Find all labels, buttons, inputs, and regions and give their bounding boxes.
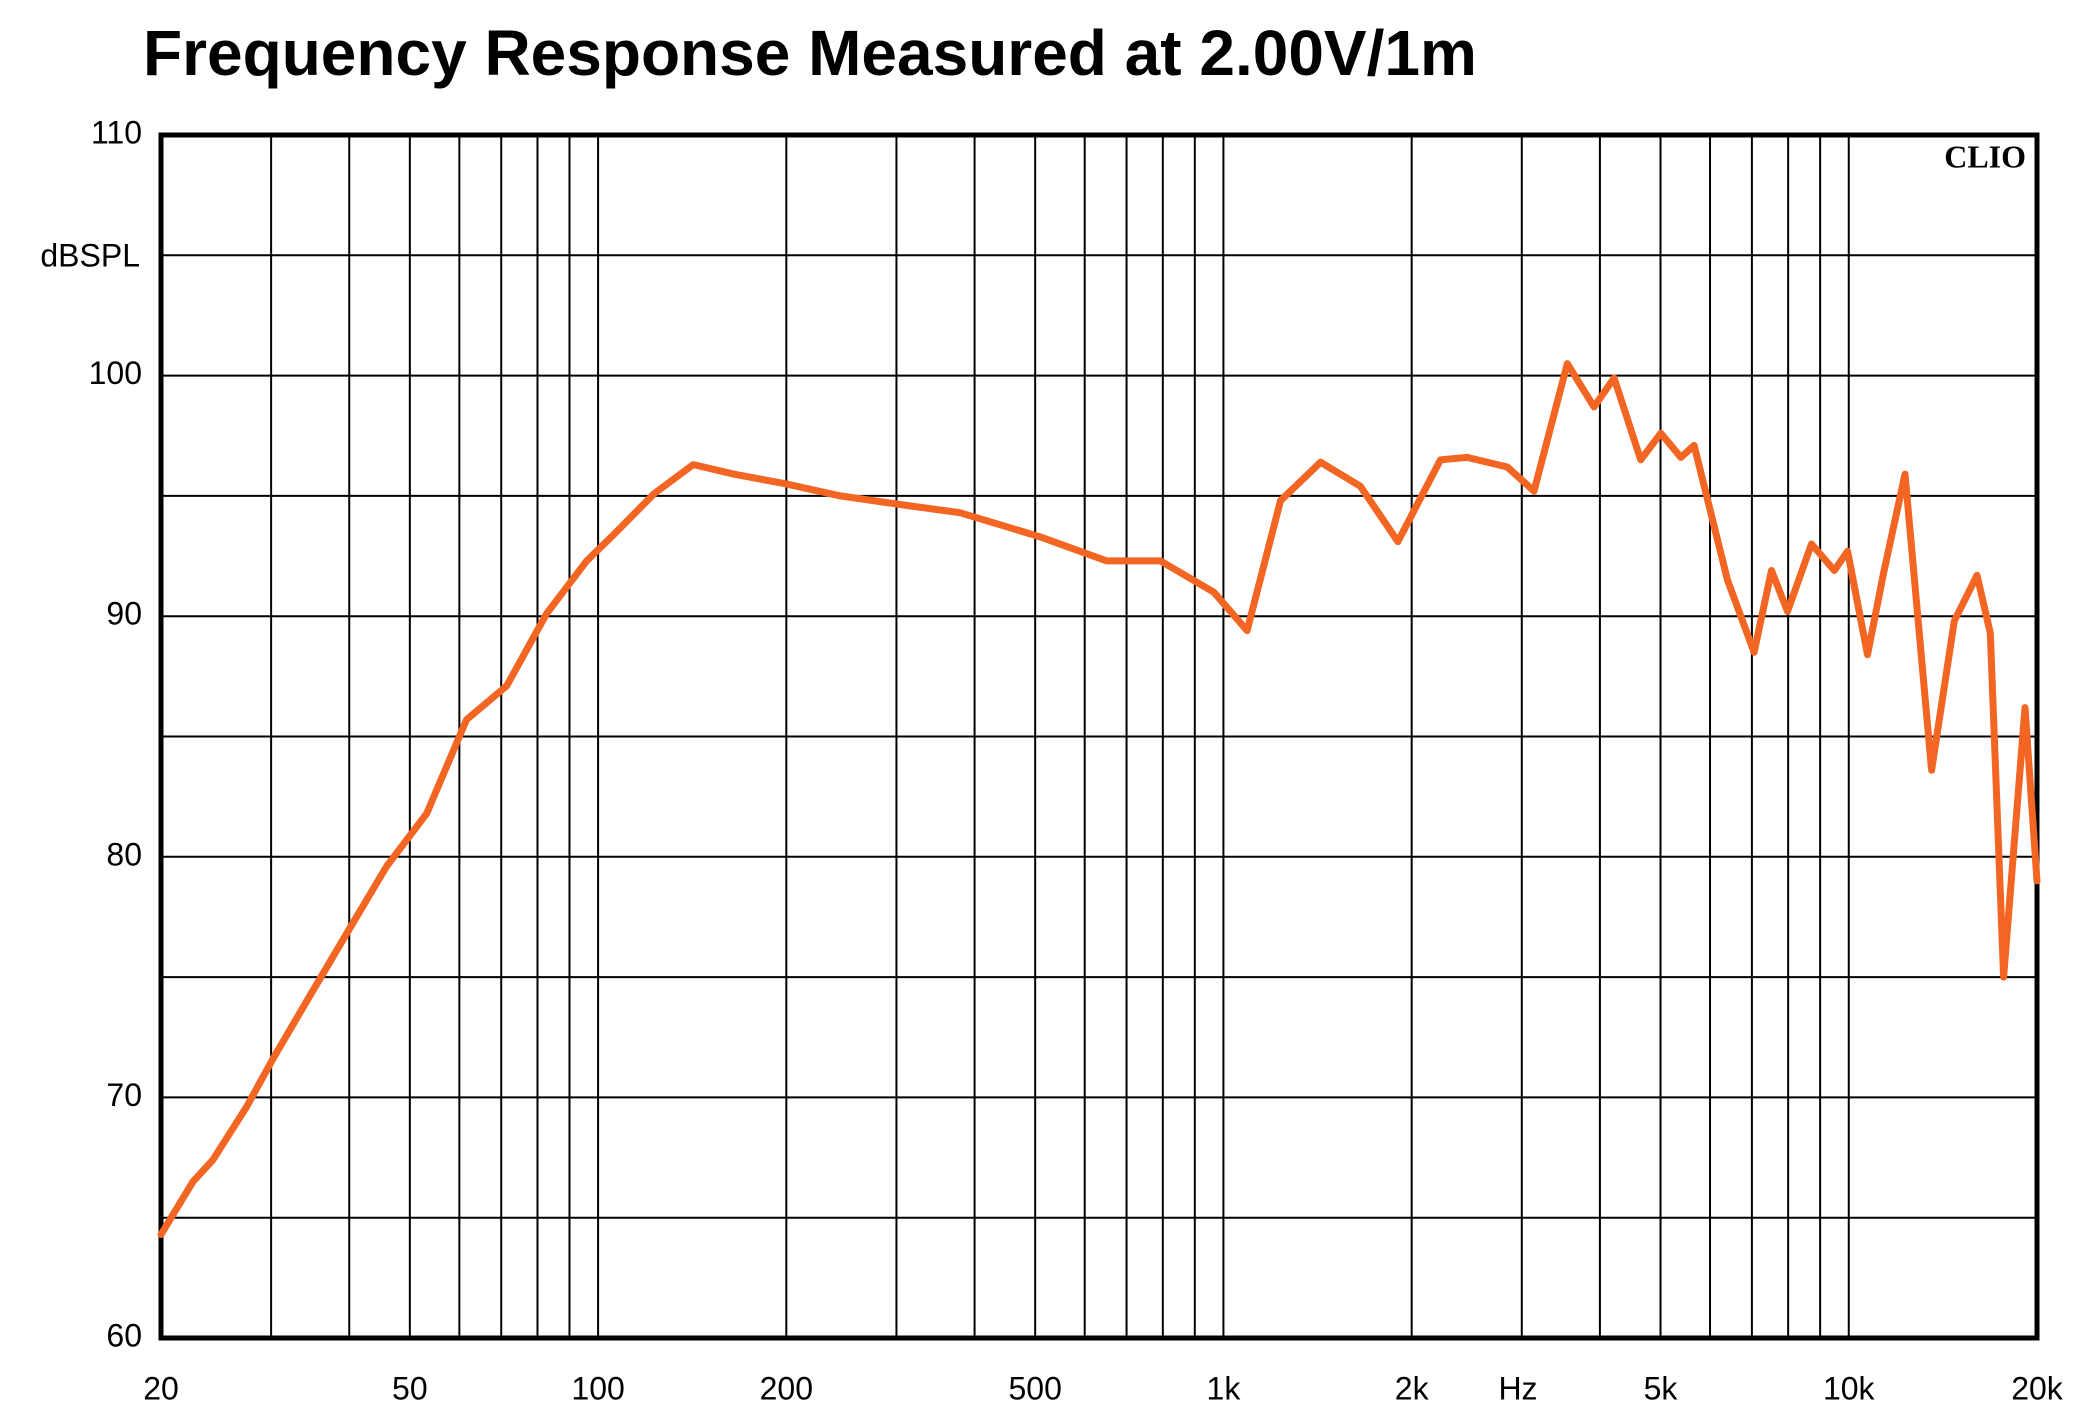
x-tick-label: 1k bbox=[1207, 1370, 1242, 1406]
x-tick-label: 200 bbox=[760, 1370, 813, 1406]
logo: CLIO bbox=[1944, 138, 2026, 174]
x-tick-label: 2k bbox=[1395, 1370, 1430, 1406]
y-tick-label: 100 bbox=[89, 355, 142, 391]
x-tick-label: 5k bbox=[1644, 1370, 1679, 1406]
chart-title: Frequency Response Measured at 2.00V/1m bbox=[143, 17, 1477, 89]
plot-frame bbox=[158, 132, 2040, 1341]
y-tick-label: 110 bbox=[91, 114, 142, 150]
x-tick-label: 50 bbox=[392, 1370, 428, 1406]
y-tick-label: 60 bbox=[106, 1317, 142, 1353]
x-tick-label: 10k bbox=[1823, 1370, 1876, 1406]
response-line bbox=[157, 360, 2041, 1238]
y-tick-label: 70 bbox=[106, 1077, 142, 1113]
y-tick-label: 80 bbox=[106, 836, 142, 872]
x-axis-label: Hz bbox=[1498, 1370, 1537, 1406]
y-tick-label: 90 bbox=[106, 596, 142, 632]
x-tick-label: 500 bbox=[1008, 1370, 1061, 1406]
x-tick-label: 100 bbox=[571, 1370, 624, 1406]
x-tick-label: 20k bbox=[2011, 1370, 2064, 1406]
x-tick-label: 20 bbox=[143, 1370, 179, 1406]
y-axis-label: dBSPL bbox=[40, 237, 140, 273]
